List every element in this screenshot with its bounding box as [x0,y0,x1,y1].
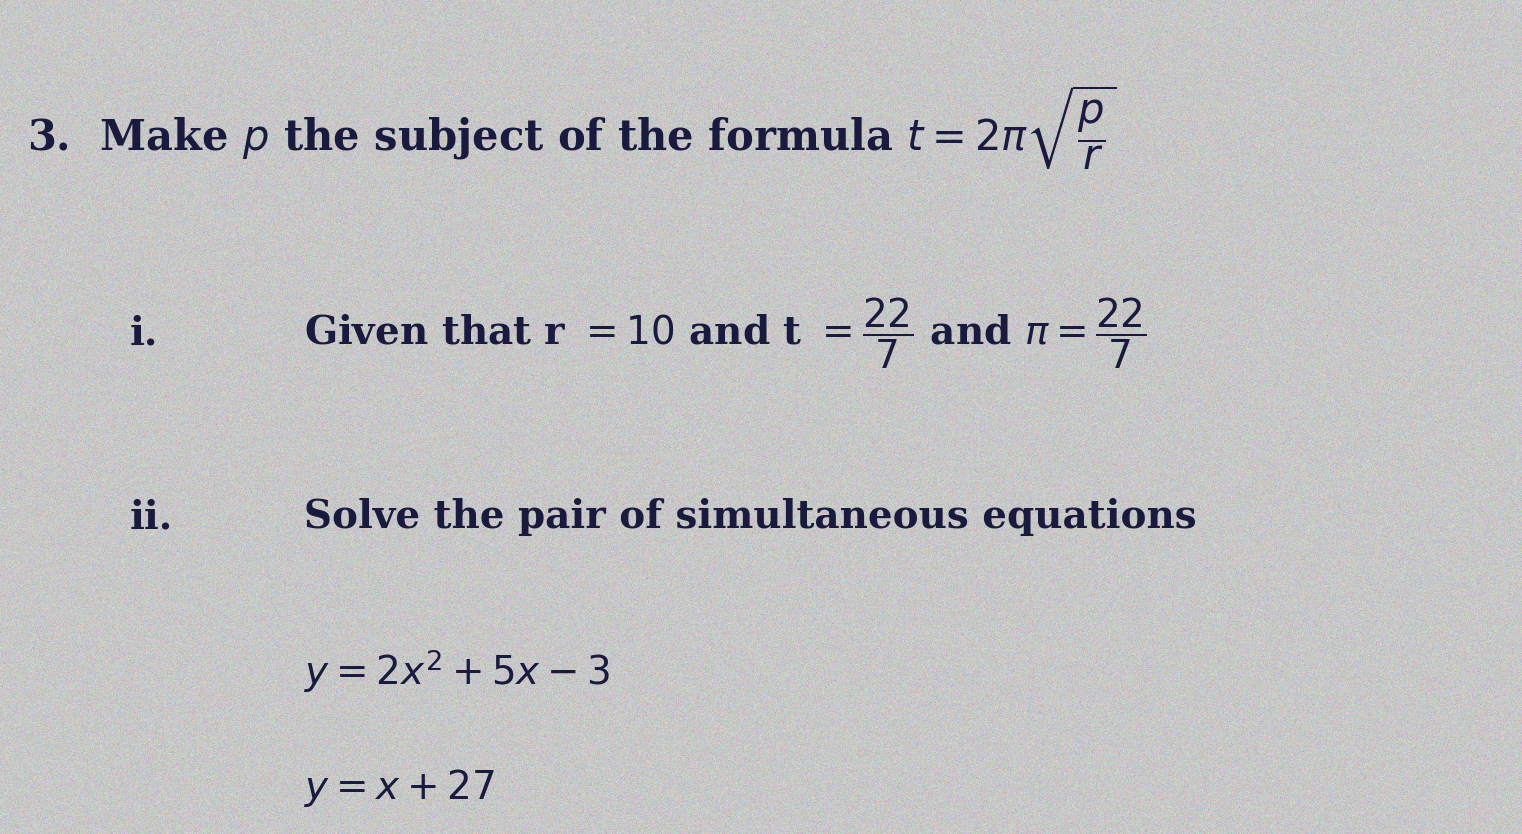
Text: $y = x + 27$: $y = x + 27$ [304,767,495,809]
Text: Given that r $= 10$ and t $= \dfrac{22}{7}$ and $\pi = \dfrac{22}{7}$: Given that r $= 10$ and t $= \dfrac{22}{… [304,296,1148,371]
Text: $y = 2x^2 + 5x - 3$: $y = 2x^2 + 5x - 3$ [304,647,610,696]
Text: i.: i. [129,314,158,353]
Text: ii.: ii. [129,498,172,536]
Text: Solve the pair of simultaneous equations: Solve the pair of simultaneous equations [304,498,1196,536]
Text: 3.  Make $p$ the subject of the formula $t = 2\pi \sqrt{\dfrac{p}{r}}$: 3. Make $p$ the subject of the formula $… [27,83,1117,172]
